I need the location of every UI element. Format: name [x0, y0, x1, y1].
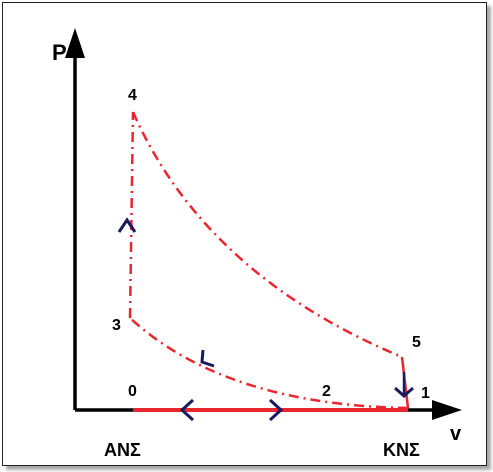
- point-label-2: 2: [322, 383, 331, 400]
- point-label-5: 5: [412, 334, 421, 351]
- y-axis-label: P: [52, 40, 67, 65]
- bdc-right-label: ΚΝΣ: [383, 440, 420, 460]
- point-label-1: 1: [421, 385, 430, 402]
- y-axis-arrowhead: [65, 28, 85, 58]
- x-axis-label: v: [450, 423, 462, 445]
- expansion-curve-4-5: [131, 111, 403, 359]
- bdc-left-label: ΑΝΣ: [104, 440, 141, 460]
- compression-curve-1-3: [129, 317, 409, 410]
- point-label-0: 0: [128, 383, 137, 400]
- heat-addition-line-3-4: [128, 111, 135, 319]
- arrow-right-icon: [268, 398, 284, 422]
- arrow-left-icon: [179, 398, 195, 422]
- point-label-4: 4: [128, 87, 137, 104]
- x-axis-arrowhead: [432, 400, 462, 420]
- point-label-3: 3: [112, 317, 121, 334]
- arrow-up-left-icon: [200, 349, 215, 368]
- arrow-up-icon: [117, 217, 137, 233]
